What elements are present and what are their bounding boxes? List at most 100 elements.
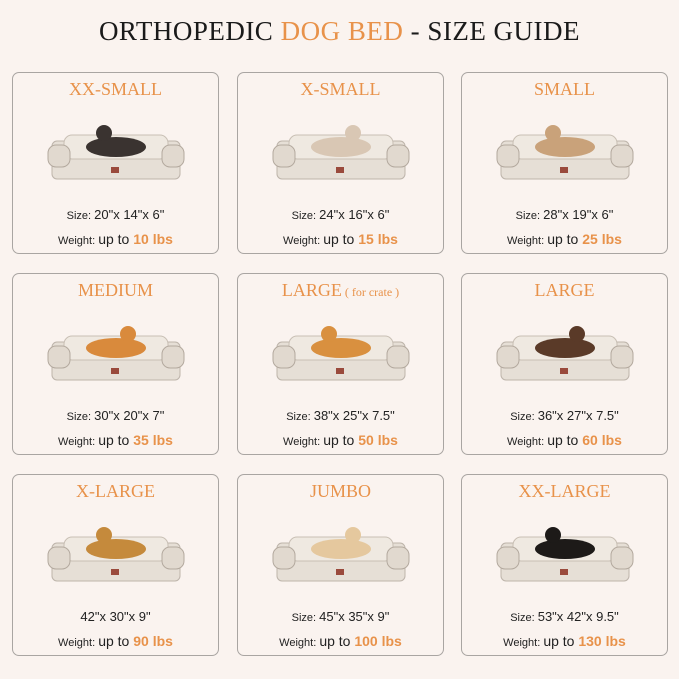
size-name: JUMBO <box>238 481 443 502</box>
size-name: LARGE ( for crate ) <box>238 280 443 301</box>
dog-bed-image <box>272 326 409 381</box>
size-name-text: LARGE <box>281 280 342 300</box>
size-label: Size: <box>66 411 95 423</box>
weight-limit: Weight: up to 90 lbs <box>13 633 218 649</box>
size-name: XX-LARGE <box>462 481 667 502</box>
up-to-text: up to <box>323 432 359 448</box>
weight-label: Weight: <box>283 436 324 448</box>
dog-bed-image <box>272 125 409 180</box>
size-label: Size: <box>510 411 538 423</box>
up-to-text: up to <box>547 231 583 247</box>
weight-value: 100 lbs <box>354 633 402 649</box>
size-value: 38"x 25"x 7.5" <box>313 408 395 423</box>
up-to-text: up to <box>98 231 134 247</box>
size-dimensions: Size: 53"x 42"x 9.5" <box>462 609 667 624</box>
size-value: 30"x 20"x 7" <box>94 408 165 423</box>
dog-bed-image <box>47 125 184 180</box>
page-title: ORTHOPEDIC DOG BED - SIZE GUIDE <box>0 16 679 47</box>
weight-limit: Weight: up to 10 lbs <box>13 231 218 247</box>
size-dimensions: Size: 20"x 14"x 6" <box>13 207 218 222</box>
size-card-large: LARGE Size: 36"x 27"x 7.5" Weight: up to… <box>461 273 668 455</box>
size-name-text: LARGE <box>534 280 595 300</box>
size-card-xx-small: XX-SMALL Size: 20"x 14"x 6" Weight: up t… <box>12 72 219 254</box>
weight-value: 130 lbs <box>578 633 626 649</box>
weight-value: 90 lbs <box>133 633 173 649</box>
size-name-text: XX-LARGE <box>518 481 611 501</box>
weight-limit: Weight: up to 25 lbs <box>462 231 667 247</box>
up-to-text: up to <box>547 432 583 448</box>
dog-bed-image <box>496 527 633 582</box>
size-value: 36"x 27"x 7.5" <box>537 408 619 423</box>
up-to-text: up to <box>98 432 134 448</box>
weight-limit: Weight: up to 35 lbs <box>13 432 218 448</box>
dog-bed-image <box>272 527 409 582</box>
size-name: SMALL <box>462 79 667 100</box>
weight-label: Weight: <box>279 637 320 649</box>
dog-bed-image <box>47 527 184 582</box>
dog-icon <box>534 137 595 157</box>
weight-value: 50 lbs <box>358 432 398 448</box>
dog-icon <box>85 137 146 157</box>
dog-bed-image <box>496 125 633 180</box>
size-label: Size: <box>66 210 95 222</box>
size-value: 42"x 30"x 9" <box>80 609 151 624</box>
size-value: 24"x 16"x 6" <box>319 207 390 222</box>
dog-icon <box>310 539 371 559</box>
size-value: 20"x 14"x 6" <box>94 207 165 222</box>
size-name-text: X-LARGE <box>76 481 155 501</box>
size-card-x-small: X-SMALL Size: 24"x 16"x 6" Weight: up to… <box>237 72 444 254</box>
dog-icon <box>85 539 146 559</box>
weight-value: 60 lbs <box>582 432 622 448</box>
size-name-text: X-SMALL <box>300 79 381 99</box>
title-accent: DOG BED <box>280 16 404 46</box>
size-card-medium: MEDIUM Size: 30"x 20"x 7" Weight: up to … <box>12 273 219 455</box>
size-value: 53"x 42"x 9.5" <box>537 609 619 624</box>
size-value: 28"x 19"x 6" <box>543 207 614 222</box>
dog-icon <box>534 539 595 559</box>
size-dimensions: Size: 24"x 16"x 6" <box>238 207 443 222</box>
size-name: XX-SMALL <box>13 79 218 100</box>
size-subtitle: ( for crate ) <box>341 285 400 299</box>
size-label: Size: <box>291 210 320 222</box>
weight-label: Weight: <box>58 436 99 448</box>
size-name: X-SMALL <box>238 79 443 100</box>
weight-value: 15 lbs <box>358 231 398 247</box>
size-card-large: LARGE ( for crate ) Size: 38"x 25"x 7.5"… <box>237 273 444 455</box>
weight-value: 25 lbs <box>582 231 622 247</box>
size-name-text: MEDIUM <box>78 280 153 300</box>
weight-label: Weight: <box>507 235 548 247</box>
weight-limit: Weight: up to 130 lbs <box>462 633 667 649</box>
size-name-text: XX-SMALL <box>69 79 162 99</box>
size-label: Size: <box>291 612 320 624</box>
size-name-text: SMALL <box>533 79 595 99</box>
weight-limit: Weight: up to 15 lbs <box>238 231 443 247</box>
size-name: MEDIUM <box>13 280 218 301</box>
size-label: Size: <box>510 612 538 624</box>
size-label: Size: <box>515 210 544 222</box>
weight-value: 10 lbs <box>133 231 173 247</box>
up-to-text: up to <box>319 633 355 649</box>
size-card-xx-large: XX-LARGE Size: 53"x 42"x 9.5" Weight: up… <box>461 474 668 656</box>
up-to-text: up to <box>323 231 359 247</box>
size-card-x-large: X-LARGE 42"x 30"x 9" Weight: up to 90 lb… <box>12 474 219 656</box>
size-card-small: SMALL Size: 28"x 19"x 6" Weight: up to 2… <box>461 72 668 254</box>
size-name-text: JUMBO <box>309 481 371 501</box>
weight-label: Weight: <box>58 637 99 649</box>
up-to-text: up to <box>98 633 134 649</box>
size-label: Size: <box>286 411 314 423</box>
weight-value: 35 lbs <box>133 432 173 448</box>
dog-icon <box>310 338 371 358</box>
size-name: LARGE <box>462 280 667 301</box>
size-value: 45"x 35"x 9" <box>319 609 390 624</box>
dog-icon <box>310 137 371 157</box>
size-dimensions: Size: 28"x 19"x 6" <box>462 207 667 222</box>
dog-icon <box>85 338 146 358</box>
weight-label: Weight: <box>283 235 324 247</box>
title-part1: ORTHOPEDIC <box>98 16 281 46</box>
weight-limit: Weight: up to 60 lbs <box>462 432 667 448</box>
size-dimensions: Size: 38"x 25"x 7.5" <box>238 408 443 423</box>
size-dimensions: Size: 45"x 35"x 9" <box>238 609 443 624</box>
weight-limit: Weight: up to 50 lbs <box>238 432 443 448</box>
weight-limit: Weight: up to 100 lbs <box>238 633 443 649</box>
size-dimensions: 42"x 30"x 9" <box>13 609 218 624</box>
